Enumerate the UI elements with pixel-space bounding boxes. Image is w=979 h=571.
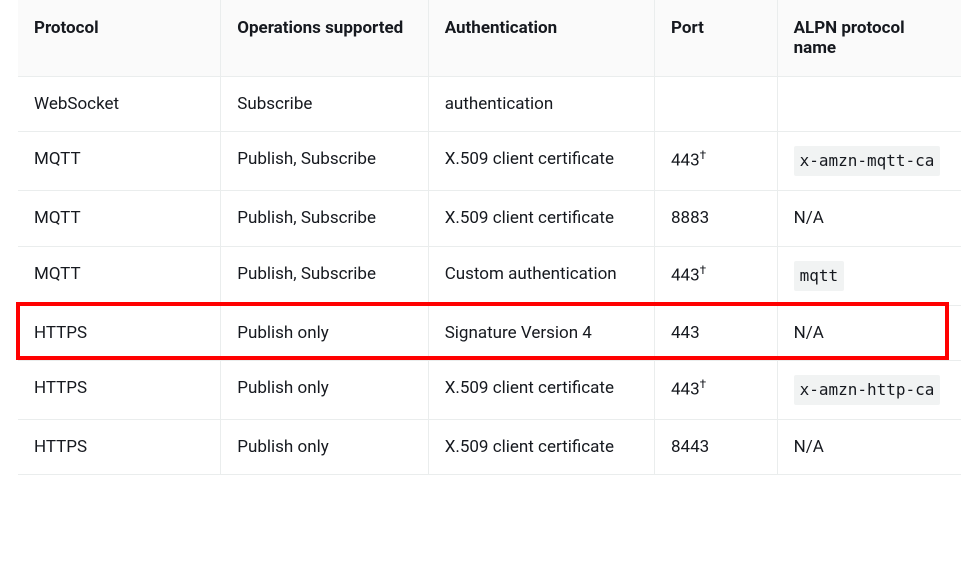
table-row: HTTPSPublish onlyX.509 client certificat…: [18, 361, 961, 420]
table-row: MQTTPublish, SubscribeCustom authenticat…: [18, 246, 961, 305]
cell-protocol: MQTT: [18, 191, 221, 246]
cell-operations: Publish only: [221, 305, 428, 360]
cell-alpn: N/A: [777, 420, 961, 475]
dagger-icon: †: [700, 263, 707, 277]
cell-operations: Publish, Subscribe: [221, 191, 428, 246]
header-operations: Operations supported: [221, 0, 428, 77]
header-authentication: Authentication: [428, 0, 654, 77]
cell-operations: Publish only: [221, 420, 428, 475]
header-alpn: ALPN protocol name: [777, 0, 961, 77]
cell-authentication: Signature Version 4: [428, 305, 654, 360]
cell-alpn: mqtt: [777, 246, 961, 305]
alpn-code: x-amzn-http-ca: [794, 375, 941, 405]
cell-authentication: X.509 client certificate: [428, 132, 654, 191]
cell-operations: Publish, Subscribe: [221, 132, 428, 191]
header-protocol: Protocol: [18, 0, 221, 77]
protocols-table: Protocol Operations supported Authentica…: [18, 0, 961, 475]
cell-authentication: X.509 client certificate: [428, 420, 654, 475]
cell-protocol: HTTPS: [18, 420, 221, 475]
cell-port: 443†: [655, 361, 778, 420]
cell-port: 443†: [655, 132, 778, 191]
table-container: Protocol Operations supported Authentica…: [0, 0, 979, 571]
scroll-viewport[interactable]: Protocol Operations supported Authentica…: [0, 0, 979, 571]
cell-alpn: x-amzn-mqtt-ca: [777, 132, 961, 191]
cell-authentication: authentication: [428, 77, 654, 132]
cell-port: 443: [655, 305, 778, 360]
header-port: Port: [655, 0, 778, 77]
table-body: WebSocketSubscribeauthenticationMQTTPubl…: [18, 77, 961, 475]
cell-protocol: WebSocket: [18, 77, 221, 132]
cell-operations: Publish only: [221, 361, 428, 420]
alpn-code: mqtt: [794, 261, 845, 291]
cell-alpn: N/A: [777, 305, 961, 360]
cell-protocol: HTTPS: [18, 305, 221, 360]
cell-protocol: MQTT: [18, 246, 221, 305]
cell-port: 443†: [655, 246, 778, 305]
table-row: HTTPSPublish onlyX.509 client certificat…: [18, 420, 961, 475]
alpn-text: N/A: [794, 323, 824, 343]
alpn-code: x-amzn-mqtt-ca: [794, 146, 941, 176]
port-value: 8443: [671, 437, 709, 457]
port-value: 443: [671, 380, 700, 400]
cell-operations: Publish, Subscribe: [221, 246, 428, 305]
cell-port: [655, 77, 778, 132]
cell-alpn: N/A: [777, 191, 961, 246]
cell-port: 8883: [655, 191, 778, 246]
table-row: HTTPSPublish onlySignature Version 4 443 N…: [18, 305, 961, 360]
alpn-text: N/A: [794, 208, 824, 228]
port-value: 443: [671, 151, 700, 171]
dagger-icon: †: [700, 148, 707, 162]
cell-alpn: x-amzn-http-ca: [777, 361, 961, 420]
table-row: MQTTPublish, SubscribeX.509 client certi…: [18, 132, 961, 191]
cell-alpn: [777, 77, 961, 132]
port-value: 443: [671, 323, 700, 343]
table-row: WebSocketSubscribeauthentication: [18, 77, 961, 132]
cell-authentication: Custom authentication: [428, 246, 654, 305]
cell-protocol: MQTT: [18, 132, 221, 191]
table-header-row: Protocol Operations supported Authentica…: [18, 0, 961, 77]
alpn-text: N/A: [794, 437, 824, 457]
cell-authentication: X.509 client certificate: [428, 191, 654, 246]
cell-protocol: HTTPS: [18, 361, 221, 420]
dagger-icon: †: [700, 377, 707, 391]
cell-operations: Subscribe: [221, 77, 428, 132]
port-value: 8883: [671, 208, 709, 228]
table-row: MQTTPublish, SubscribeX.509 client certi…: [18, 191, 961, 246]
cell-authentication: X.509 client certificate: [428, 361, 654, 420]
cell-port: 8443: [655, 420, 778, 475]
port-value: 443: [671, 265, 700, 285]
